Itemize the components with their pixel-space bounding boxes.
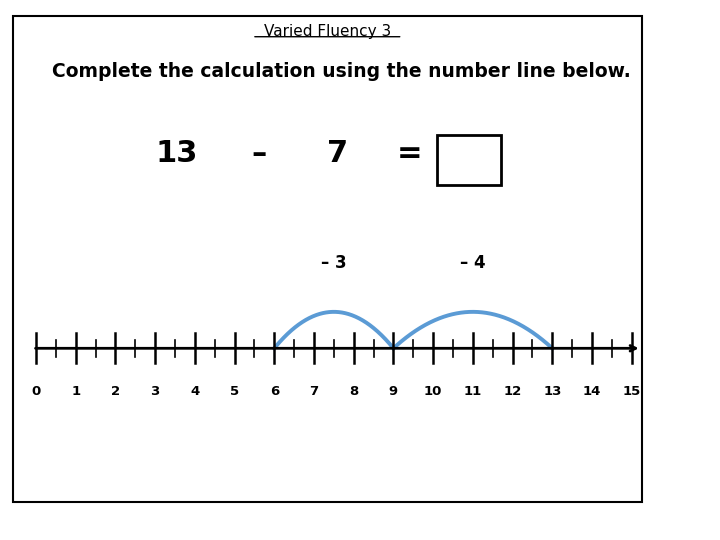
Text: 5: 5 [230,385,239,398]
Text: 9: 9 [389,385,398,398]
Text: –: – [251,139,266,168]
Text: =: = [396,139,422,168]
Text: 7: 7 [327,139,348,168]
Text: 15: 15 [623,385,641,398]
Text: 1: 1 [71,385,80,398]
Text: 8: 8 [349,385,359,398]
Text: – 3: – 3 [321,254,346,272]
Text: 7: 7 [310,385,318,398]
Text: 13: 13 [543,385,562,398]
Text: 11: 11 [464,385,482,398]
Text: Complete the calculation using the number line below.: Complete the calculation using the numbe… [53,62,631,81]
Bar [437,135,501,185]
Text: – 4: – 4 [460,254,486,272]
Text: 0: 0 [32,385,40,398]
Text: 2: 2 [111,385,120,398]
Text: 12: 12 [503,385,522,398]
Text: 4: 4 [190,385,199,398]
Text: Varied Fluency 3: Varied Fluency 3 [264,24,391,39]
Text: 14: 14 [582,385,601,398]
Text: 3: 3 [150,385,160,398]
Text: 10: 10 [424,385,442,398]
Text: 13: 13 [156,139,198,168]
Text: 6: 6 [270,385,279,398]
